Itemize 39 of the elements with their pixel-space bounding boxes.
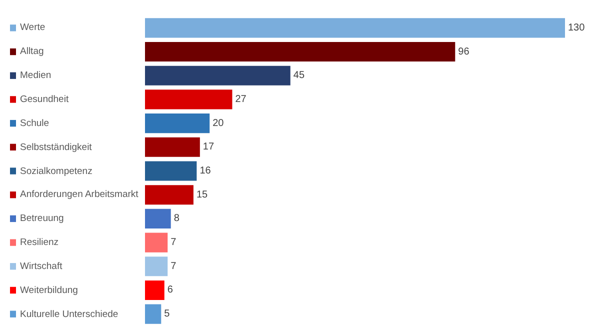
- data-label: 15: [196, 189, 208, 200]
- bar: [145, 161, 197, 181]
- y-tick-label: Kulturelle Unterschiede: [20, 309, 118, 320]
- y-tick-label: Alltag: [20, 46, 44, 57]
- y-tick-label: Sozialkompetenz: [20, 166, 93, 177]
- y-tick-label: Selbstständigkeit: [20, 142, 92, 153]
- data-label: 7: [170, 237, 177, 248]
- bar: [145, 90, 232, 110]
- y-tick-label: Betreuung: [20, 213, 64, 224]
- y-tick-label: Gesundheit: [20, 94, 69, 105]
- bar: [145, 232, 168, 252]
- data-label: 8: [174, 213, 180, 224]
- data-label: 20: [212, 118, 224, 129]
- y-tick-label: Weiterbildung: [20, 285, 78, 296]
- data-label: 130: [568, 22, 586, 34]
- bar: [145, 280, 164, 300]
- data-label: 27: [235, 94, 247, 105]
- data-label: 17: [202, 142, 214, 153]
- y-tick-label: Resilienz: [20, 237, 59, 248]
- bar: [145, 304, 162, 324]
- data-label: 16: [200, 166, 212, 176]
- y-tick-label: Wirtschaft: [20, 261, 63, 272]
- bar: [145, 185, 194, 205]
- bar: [145, 137, 200, 157]
- y-tick-label: Schule: [20, 118, 50, 129]
- bar: [145, 42, 456, 62]
- y-tick-label: Medien: [20, 70, 52, 81]
- bar: [145, 114, 210, 134]
- data-label: 5: [164, 308, 170, 320]
- y-tick-label: Anforderungen Arbeitsmarkt: [20, 189, 139, 200]
- bar: [145, 18, 565, 38]
- data-label: 7: [170, 260, 177, 272]
- bar: [145, 256, 168, 276]
- data-label: 6: [167, 284, 174, 296]
- bar: [145, 66, 290, 86]
- y-tick-label: Werte: [20, 22, 46, 33]
- data-label: 45: [293, 70, 305, 82]
- bar: [145, 208, 171, 228]
- data-label: 96: [458, 46, 470, 58]
